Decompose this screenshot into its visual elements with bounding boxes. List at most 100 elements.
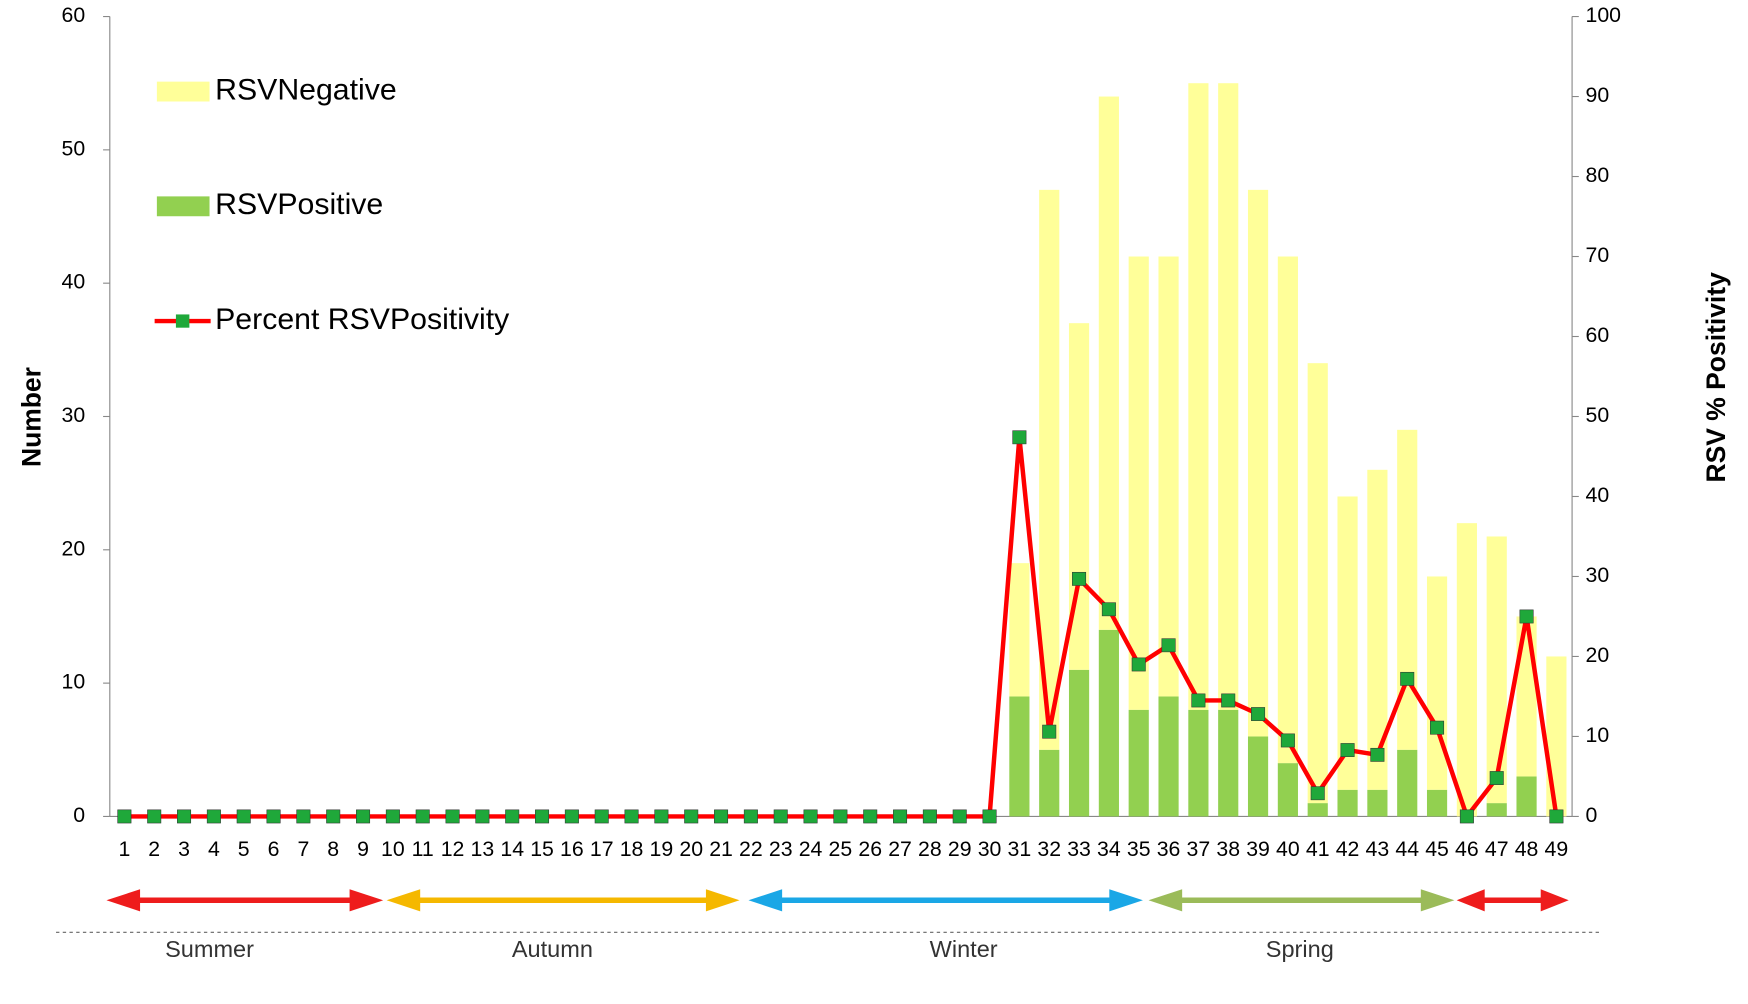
x-tick-label: 28 [918, 838, 942, 861]
marker [1161, 638, 1176, 653]
bar [1158, 256, 1179, 697]
marker [1340, 743, 1355, 757]
x-tick-label: 44 [1395, 838, 1419, 861]
marker [117, 809, 132, 824]
bar [1128, 709, 1149, 817]
bar [1247, 736, 1269, 817]
x-tick-label: 36 [1157, 838, 1181, 861]
x-tick-label: 37 [1187, 838, 1211, 861]
x-tick-label: 15 [530, 838, 554, 861]
x-tick-label: 19 [650, 838, 674, 861]
x-tick-label: 41 [1306, 838, 1330, 861]
marker [535, 809, 550, 824]
marker [1072, 571, 1087, 586]
x-tick-label: 31 [1008, 838, 1032, 861]
marker [147, 809, 162, 824]
legend-swatch [156, 196, 210, 217]
x-tick-label: 3 [178, 838, 190, 861]
marker [1191, 693, 1206, 708]
bar [1456, 523, 1477, 817]
legend-swatch [156, 81, 210, 102]
y2-tick-label: 90 [1586, 84, 1610, 107]
x-tick-label: 21 [709, 838, 733, 861]
marker [236, 809, 251, 824]
bar [1397, 429, 1418, 750]
marker [266, 809, 281, 824]
marker [773, 809, 788, 824]
marker [445, 809, 460, 824]
bar [1039, 189, 1060, 750]
x-tick-label: 45 [1425, 838, 1449, 861]
legend-label: RSVPositive [215, 188, 383, 221]
x-tick-label: 32 [1037, 838, 1061, 861]
marker [356, 809, 371, 824]
legend-label: RSVNegative [215, 74, 397, 107]
y2-tick-label: 70 [1586, 244, 1610, 267]
x-tick-label: 8 [327, 838, 339, 861]
marker [833, 809, 848, 824]
x-tick-label: 42 [1336, 838, 1360, 861]
marker [1280, 733, 1295, 748]
x-tick-label: 26 [858, 838, 882, 861]
marker [952, 809, 967, 824]
marker [296, 809, 311, 824]
marker [1489, 771, 1504, 785]
bar [1218, 709, 1239, 817]
y2-tick-label: 50 [1586, 404, 1610, 427]
x-tick-label: 16 [560, 838, 584, 861]
x-tick-label: 29 [948, 838, 972, 861]
y-tick-label: 30 [61, 404, 85, 427]
bar [1098, 629, 1119, 817]
y2-tick-label: 60 [1586, 324, 1610, 347]
season-arrows [106, 889, 1569, 912]
bar [1009, 696, 1030, 817]
x-tick-label: 5 [238, 838, 250, 861]
bar [1486, 803, 1507, 817]
x-tick-label: 9 [357, 838, 369, 861]
x-tick-label: 47 [1485, 838, 1509, 861]
x-tick-label: 11 [412, 838, 434, 861]
bar [1128, 256, 1149, 710]
marker [1042, 724, 1057, 739]
marker [385, 809, 400, 824]
bar [1098, 96, 1119, 630]
bar [1158, 696, 1179, 817]
x-tick-label: 24 [799, 838, 823, 861]
x-tick-label: 4 [208, 838, 220, 861]
x-tick-label: 7 [297, 838, 309, 861]
marker [1459, 809, 1474, 824]
bar [1307, 363, 1328, 804]
y-axis-label: Number [17, 367, 47, 467]
x-tick-label: 10 [381, 838, 405, 861]
marker [803, 809, 818, 824]
season-label: Summer [165, 936, 254, 962]
x-tick-label: 22 [739, 838, 763, 861]
y-tick-label: 40 [61, 271, 85, 294]
x-tick-label: 23 [769, 838, 793, 861]
y2-tick-label: 20 [1586, 644, 1610, 667]
x-tick-label: 33 [1067, 838, 1091, 861]
y-tick-label: 50 [61, 138, 85, 161]
bar [1337, 789, 1358, 817]
x-tick-label: 48 [1515, 838, 1539, 861]
season-label: Winter [930, 936, 998, 962]
y2-axis-label: RSV % Positivity [1701, 272, 1731, 482]
bar [1426, 789, 1448, 817]
bar [1516, 616, 1537, 777]
x-tick-label: 6 [268, 838, 280, 861]
marker [893, 809, 908, 824]
marker [714, 809, 729, 824]
bar [1247, 189, 1269, 737]
marker [206, 809, 221, 824]
y2-tick-label: 100 [1586, 4, 1622, 27]
marker [177, 809, 192, 824]
season-label: Autumn [512, 936, 593, 962]
marker [505, 809, 520, 824]
marker [654, 809, 669, 824]
legend-label: Percent RSVPositivity [215, 303, 509, 336]
x-tick-label: 20 [679, 838, 703, 861]
season-label: Spring [1266, 936, 1334, 962]
bar [1486, 536, 1507, 804]
bar [1516, 776, 1537, 817]
